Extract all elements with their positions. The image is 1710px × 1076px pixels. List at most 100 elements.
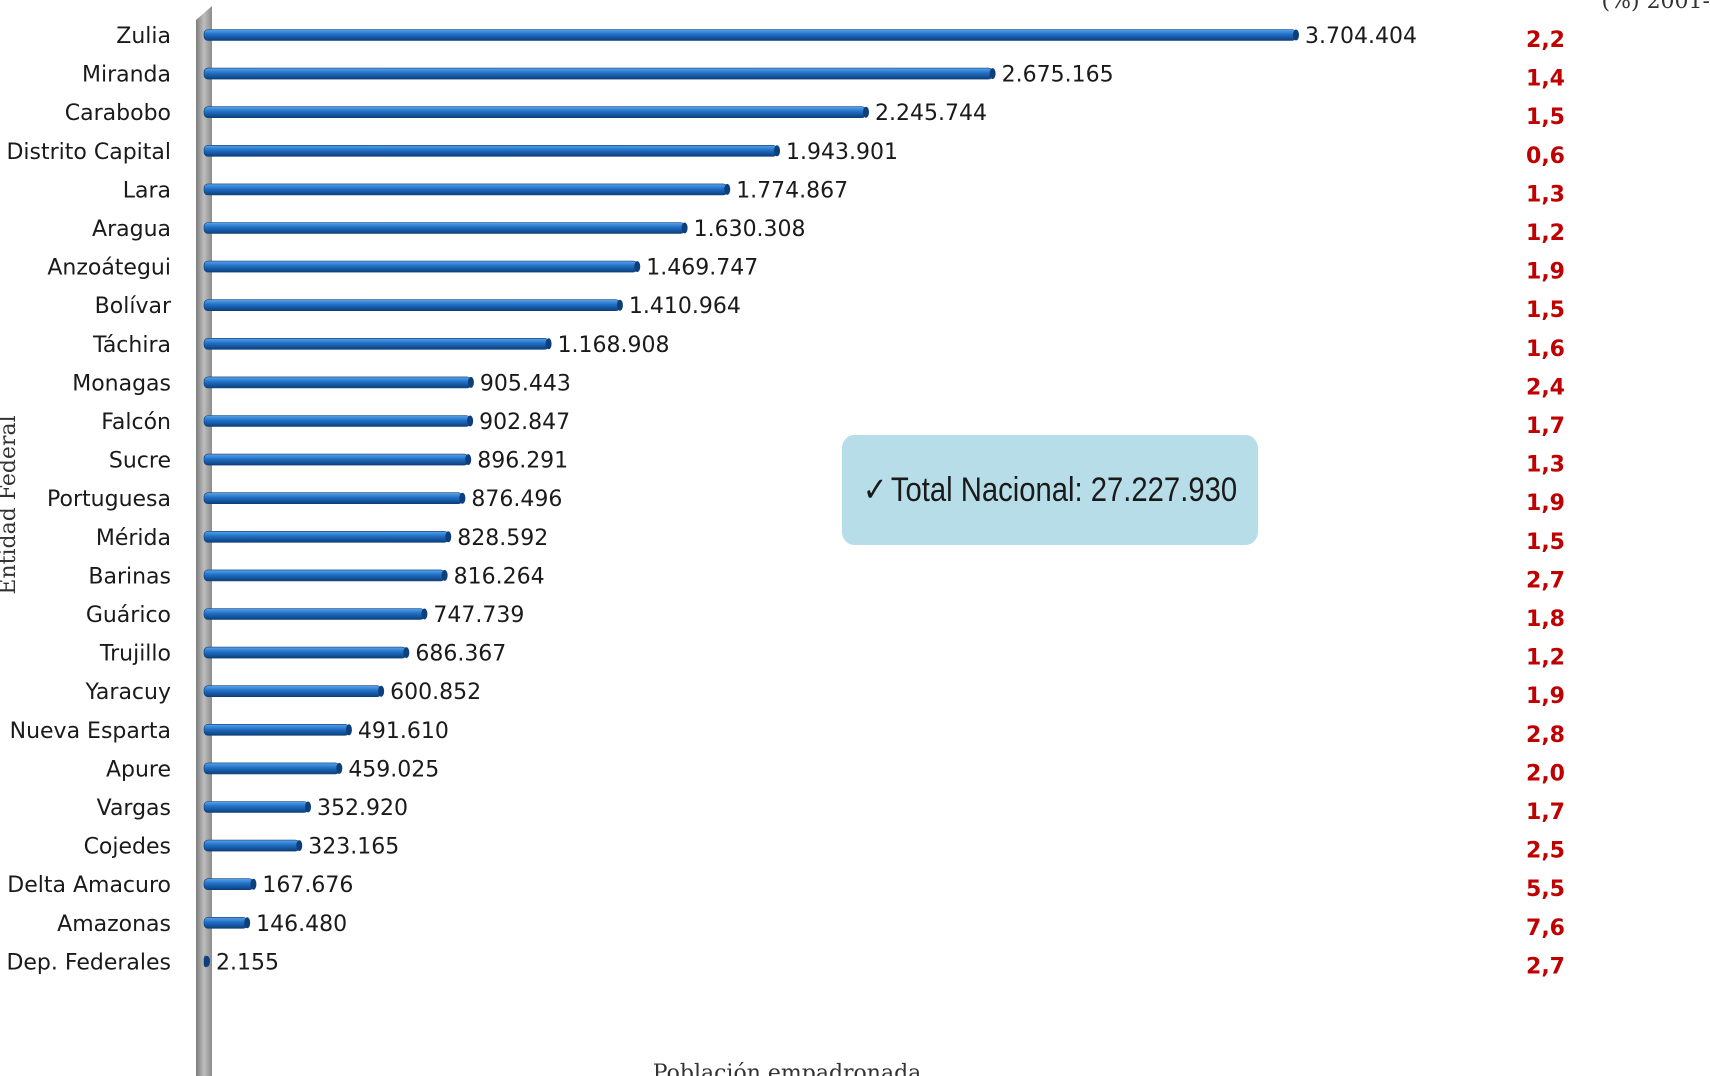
category-label: Zulia	[116, 24, 171, 49]
growth-rate-label: 1,9	[1526, 260, 1565, 285]
growth-rate-label: 2,4	[1526, 375, 1565, 400]
bar-end-cap	[305, 801, 312, 813]
bar	[203, 762, 340, 775]
growth-rate-label: 2,0	[1526, 761, 1565, 786]
growth-rate-label: 1,3	[1526, 453, 1565, 478]
value-label: 902.847	[479, 410, 570, 435]
value-label: 323.165	[308, 835, 399, 860]
bar-end-cap	[250, 878, 257, 890]
bar	[203, 492, 463, 505]
value-label: 3.704.404	[1305, 24, 1417, 49]
bar-end-cap	[244, 917, 251, 929]
value-label: 1.774.867	[736, 178, 848, 203]
growth-rate-label: 2,5	[1526, 839, 1565, 864]
growth-rate-label: 1,6	[1526, 337, 1565, 362]
growth-rate-label: 1,2	[1526, 221, 1565, 246]
value-label: 167.676	[262, 873, 353, 898]
growth-rate-label: 2,2	[1526, 28, 1565, 53]
growth-rate-label: 1,5	[1526, 105, 1565, 130]
value-label: 1.469.747	[646, 256, 758, 281]
category-label: Aragua	[92, 217, 171, 242]
bar	[203, 337, 549, 350]
bar-end-cap	[467, 376, 474, 388]
category-label: Nueva Esparta	[10, 719, 171, 744]
category-label: Portuguesa	[47, 487, 171, 512]
bar-end-cap	[724, 183, 731, 195]
x-axis-title: Población empadronada	[653, 1061, 922, 1076]
category-label: Miranda	[82, 63, 171, 88]
bar	[203, 608, 425, 620]
bar-end-cap	[863, 106, 870, 118]
bar-end-cap	[421, 608, 428, 620]
category-label: Cojedes	[84, 835, 171, 860]
bar-end-cap	[1293, 29, 1299, 41]
growth-rate-label: 0,6	[1526, 144, 1565, 169]
bar	[203, 839, 300, 852]
category-label: Sucre	[109, 449, 171, 474]
category-label: Barinas	[88, 564, 171, 589]
value-label: 905.443	[480, 371, 571, 396]
bar	[203, 723, 350, 736]
category-label: Táchira	[92, 333, 171, 358]
value-label: 1.168.908	[558, 333, 670, 358]
bar	[203, 29, 1297, 41]
growth-rate-label: 1,3	[1526, 182, 1565, 207]
bar	[203, 569, 445, 582]
category-label: Amazonas	[57, 912, 171, 937]
bar	[203, 415, 471, 427]
category-label: Vargas	[97, 796, 171, 821]
value-label: 600.852	[390, 680, 481, 705]
bar-end-cap	[204, 955, 210, 967]
bar-end-cap	[403, 647, 410, 659]
value-label: 1.630.308	[694, 217, 806, 242]
category-label: Guárico	[86, 603, 171, 628]
category-label: Carabobo	[65, 101, 171, 126]
bar	[203, 801, 309, 813]
bar	[203, 878, 254, 891]
bar-end-cap	[681, 222, 688, 234]
bar	[203, 299, 621, 312]
bar-end-cap	[467, 415, 474, 427]
bar	[203, 376, 472, 389]
bar-end-cap	[545, 338, 552, 350]
value-label: 2.155	[216, 950, 279, 975]
value-label: 491.610	[358, 719, 449, 744]
value-label: 747.739	[433, 603, 524, 628]
growth-rate-label: 2,7	[1526, 954, 1565, 979]
bar	[203, 183, 728, 196]
bar-end-cap	[336, 762, 343, 774]
growth-rate-label: 2,8	[1526, 723, 1565, 748]
category-label: Monagas	[72, 371, 171, 396]
bar-end-cap	[634, 261, 641, 273]
bar	[203, 222, 685, 234]
value-label: 352.920	[317, 796, 408, 821]
y-axis-title: Entidad Federal	[0, 415, 21, 594]
bar	[203, 685, 382, 698]
value-label: 146.480	[256, 912, 347, 937]
growth-rate-label: 1,4	[1526, 67, 1565, 92]
total-callout: ✓ Total Nacional: 27.227.930	[841, 435, 1259, 545]
growth-rate-label: 1,8	[1526, 607, 1565, 632]
rates-header: (%) 2001-	[1602, 0, 1710, 14]
bar-end-cap	[989, 68, 996, 80]
growth-rate-label: 1,9	[1526, 684, 1565, 709]
bar-end-cap	[616, 299, 623, 311]
growth-rate-label: 2,7	[1526, 568, 1565, 593]
category-label: Lara	[123, 178, 171, 203]
bar-end-cap	[465, 454, 472, 466]
bar-end-cap	[445, 531, 452, 543]
bar-end-cap	[459, 492, 466, 504]
value-label: 876.496	[471, 487, 562, 512]
value-label: 2.675.165	[1002, 63, 1114, 88]
value-label: 828.592	[457, 526, 548, 551]
value-label: 1.410.964	[629, 294, 741, 319]
bar	[203, 106, 867, 118]
bar-end-cap	[378, 685, 385, 697]
value-label: 896.291	[477, 449, 568, 474]
growth-rate-label: 1,7	[1526, 800, 1565, 825]
growth-rate-label: 7,6	[1526, 916, 1565, 941]
value-label: 459.025	[348, 757, 439, 782]
bar-end-cap	[441, 569, 448, 581]
